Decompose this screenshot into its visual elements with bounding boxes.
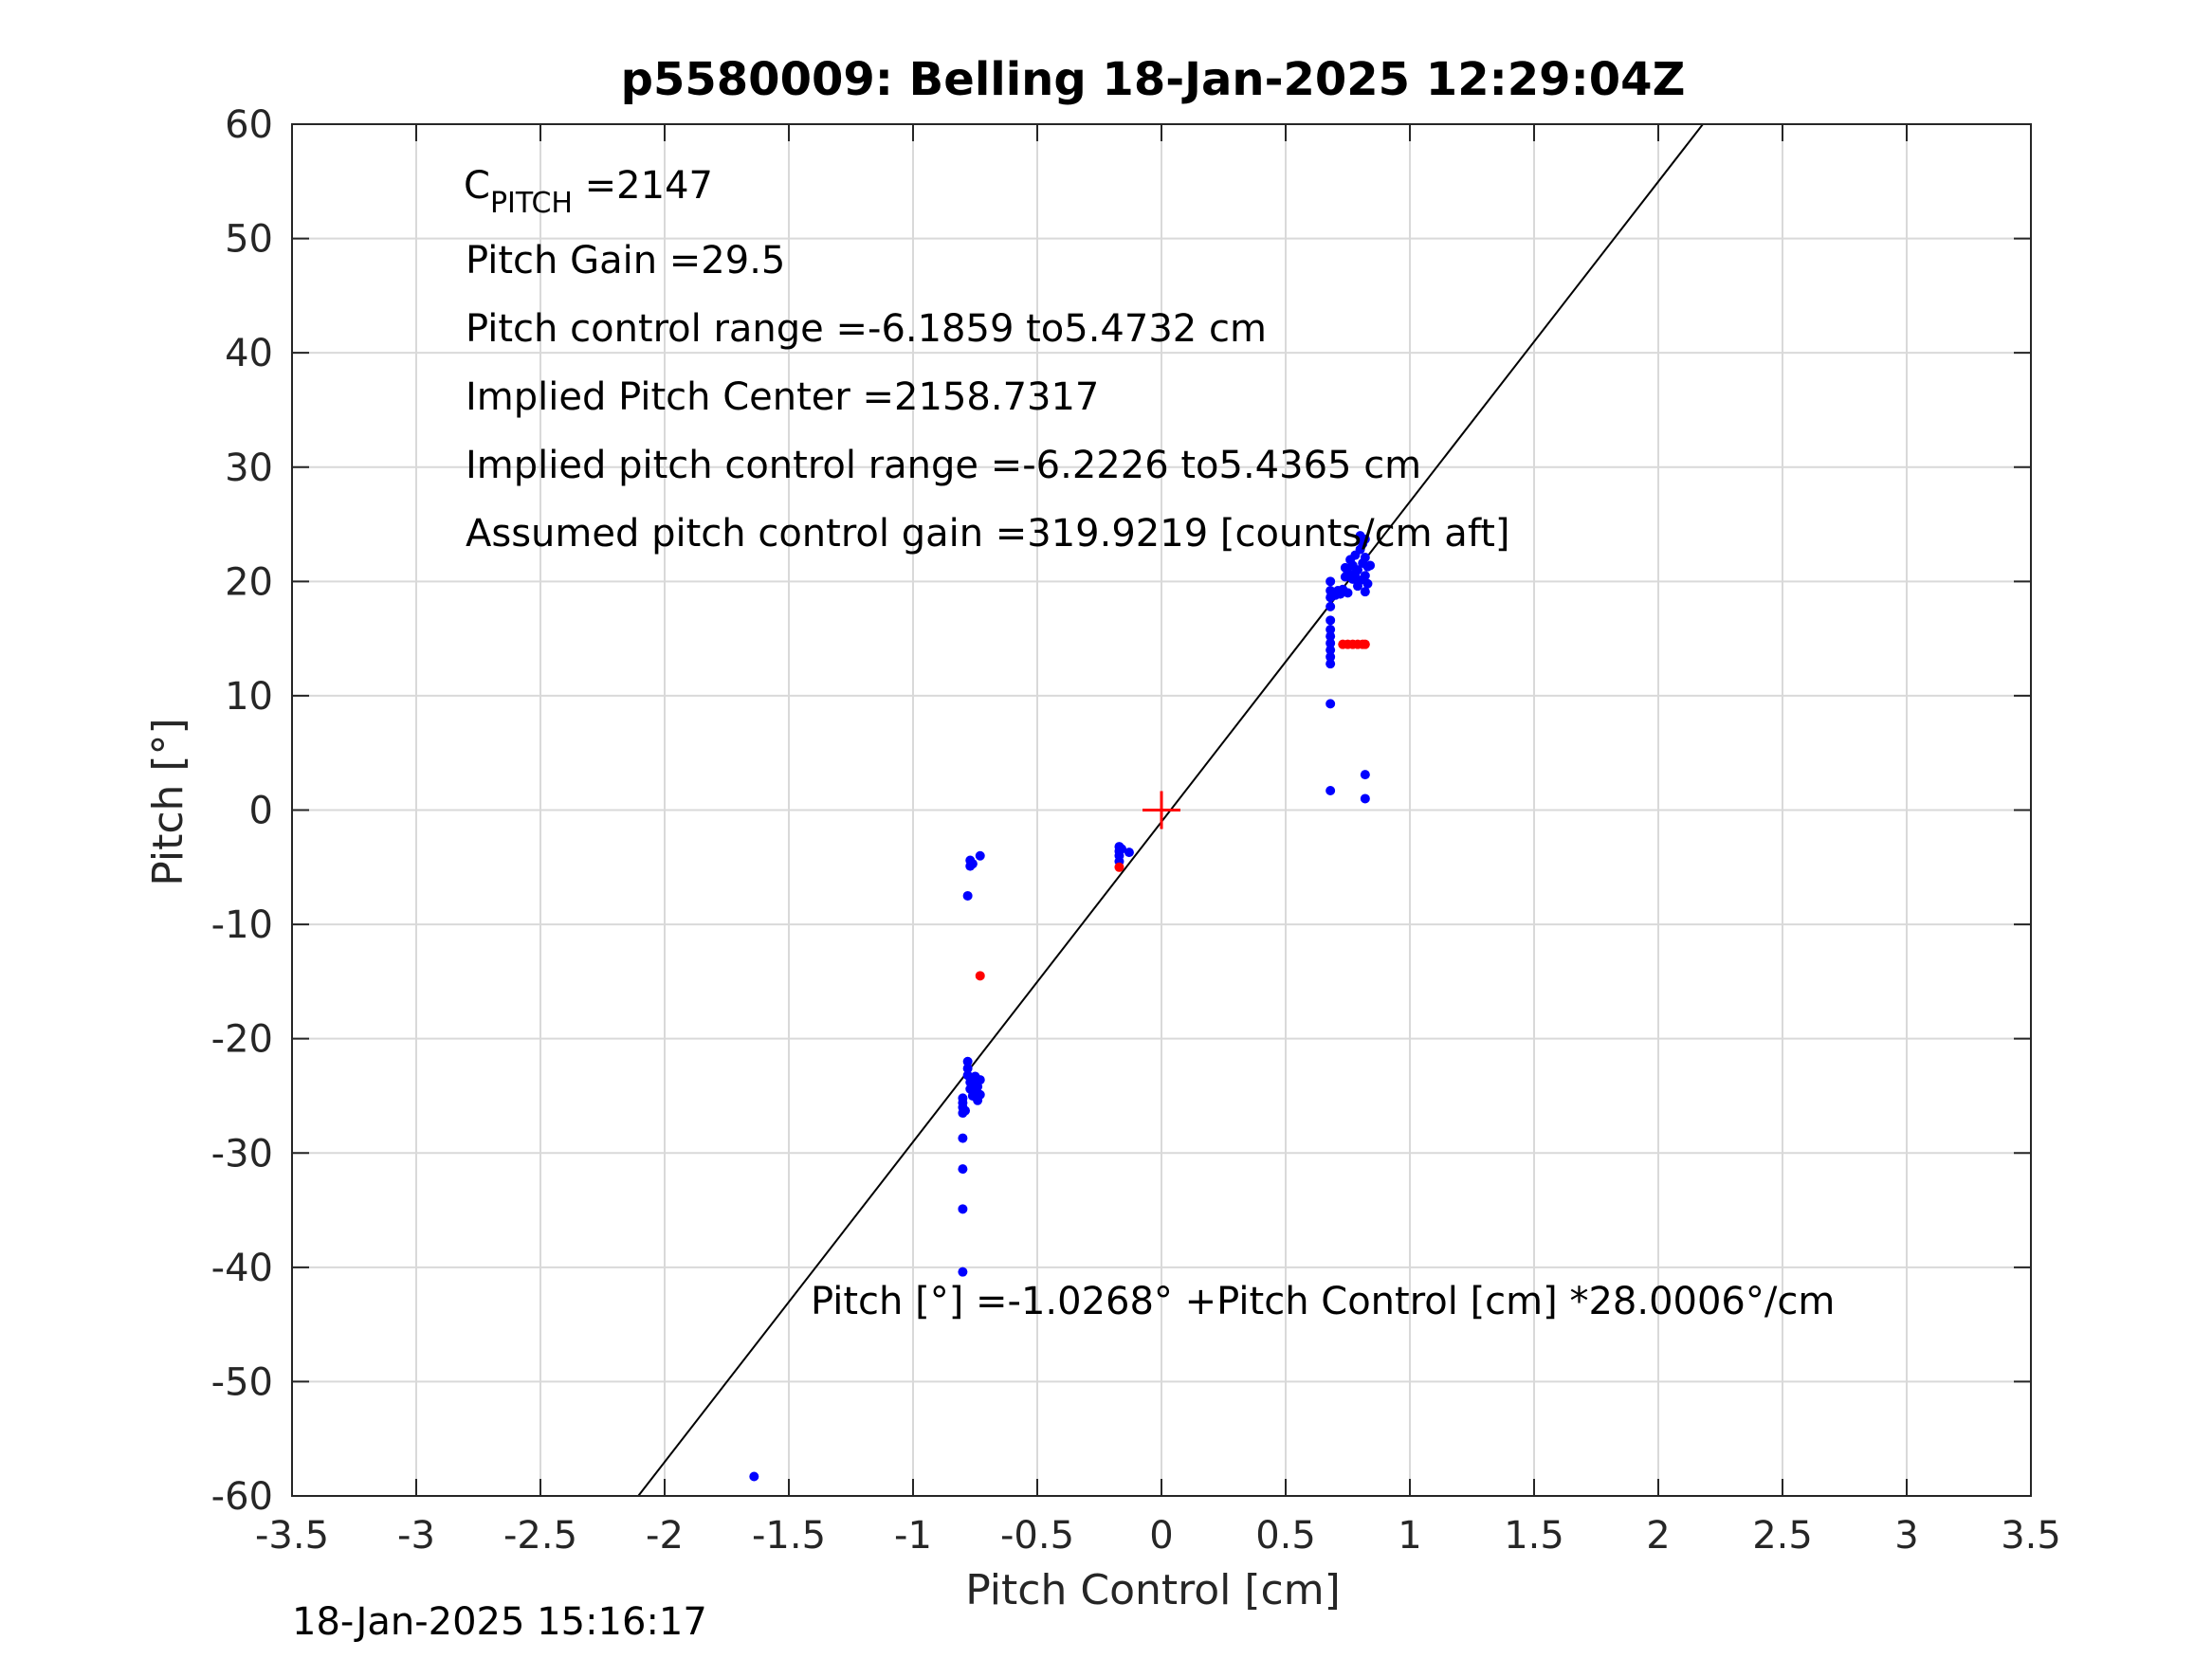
fit-equation-annotation: Pitch [°] =-1.0268° +Pitch Control [cm] … bbox=[811, 1280, 1835, 1323]
x-tick-label: -1.5 bbox=[752, 1514, 826, 1558]
data-point bbox=[1117, 844, 1127, 854]
x-tick-label: 2.5 bbox=[1752, 1514, 1813, 1558]
x-tick-label: -1 bbox=[894, 1514, 932, 1558]
x-tick-labels: -3.5 -3 -2.5 -2 -1.5 -1 -0.5 0 0.5 1 1.5 2 2.5 3 3.5 bbox=[255, 1514, 2061, 1558]
cpitch-value: =2147 bbox=[573, 164, 713, 208]
data-point bbox=[1343, 588, 1353, 598]
y-axis-label: Pitch [°] bbox=[144, 718, 192, 885]
data-points bbox=[749, 531, 1376, 1482]
y-tick-labels: -60 -50 -40 -30 -20 -10 0 10 20 30 40 50 60 bbox=[211, 103, 273, 1519]
pitch-control-range-annotation: Pitch control range =-6.1859 to5.4732 cm bbox=[466, 307, 1267, 351]
x-tick-label: 2 bbox=[1646, 1514, 1670, 1558]
center-marker-layer bbox=[1143, 791, 1180, 830]
annotation-block: CPITCH =2147 Pitch Gain =29.5 Pitch cont… bbox=[464, 164, 1835, 1323]
x-tick-label: 0.5 bbox=[1255, 1514, 1316, 1558]
plot-frame bbox=[291, 123, 2032, 1497]
x-tick-label: -2 bbox=[646, 1514, 684, 1558]
data-point bbox=[1360, 639, 1370, 649]
grid-lines bbox=[292, 124, 2031, 1496]
x-tick-label: -3.5 bbox=[255, 1514, 329, 1558]
data-point bbox=[1114, 862, 1124, 872]
data-point bbox=[1352, 565, 1362, 575]
data-point bbox=[1360, 793, 1370, 804]
implied-pitch-control-range-annotation: Implied pitch control range =-6.2226 to5… bbox=[466, 444, 1421, 487]
y-tick-label: 0 bbox=[249, 790, 273, 833]
x-tick-label: 3.5 bbox=[2001, 1514, 2061, 1558]
data-point bbox=[958, 1164, 968, 1175]
data-point bbox=[975, 850, 985, 861]
x-tick-label: 3 bbox=[1894, 1514, 1918, 1558]
data-point bbox=[958, 1093, 968, 1103]
data-point bbox=[958, 1267, 968, 1277]
x-tick-label: -3 bbox=[397, 1514, 435, 1558]
y-tick-label: -20 bbox=[211, 1018, 273, 1062]
data-point bbox=[1124, 848, 1134, 858]
x-tick-label: 1.5 bbox=[1504, 1514, 1564, 1558]
y-tick-label: 10 bbox=[225, 675, 273, 719]
cpitch-main: C bbox=[464, 164, 490, 208]
implied-pitch-center-annotation: Implied Pitch Center =2158.7317 bbox=[466, 375, 1099, 419]
y-tick-label: -50 bbox=[211, 1360, 273, 1404]
y-tick-label: 20 bbox=[225, 560, 273, 604]
data-point bbox=[1360, 770, 1370, 780]
x-tick-label: 1 bbox=[1398, 1514, 1421, 1558]
y-tick-label: 50 bbox=[225, 218, 273, 262]
cpitch-subscript: PITCH bbox=[490, 187, 573, 220]
data-point bbox=[1325, 601, 1336, 611]
data-point bbox=[1360, 553, 1370, 563]
data-point bbox=[975, 1075, 985, 1085]
data-point bbox=[1362, 578, 1373, 589]
y-tick-label: -60 bbox=[211, 1475, 273, 1519]
x-tick-label: -0.5 bbox=[1000, 1514, 1074, 1558]
data-point bbox=[962, 1064, 973, 1074]
data-point bbox=[1325, 786, 1336, 796]
footer-timestamp: 18-Jan-2025 15:16:17 bbox=[292, 1600, 707, 1644]
y-tick-label: -30 bbox=[211, 1132, 273, 1176]
data-point bbox=[975, 971, 985, 981]
data-point bbox=[958, 1204, 968, 1214]
data-point bbox=[962, 1056, 973, 1066]
y-tick-label: -40 bbox=[211, 1247, 273, 1290]
y-tick-label: 40 bbox=[225, 332, 273, 375]
pitch-gain-annotation: Pitch Gain =29.5 bbox=[466, 239, 785, 283]
data-point bbox=[1325, 615, 1336, 626]
chart-title: p5580009: Belling 18-Jan-2025 12:29:04Z bbox=[621, 53, 1686, 106]
data-point bbox=[1325, 638, 1336, 648]
data-point bbox=[749, 1471, 759, 1482]
y-tick-label: 30 bbox=[225, 447, 273, 490]
data-point bbox=[1325, 651, 1336, 662]
data-point bbox=[1343, 567, 1353, 577]
cpitch-annotation: CPITCH =2147 bbox=[464, 164, 713, 220]
data-point bbox=[1360, 571, 1370, 581]
data-point bbox=[1325, 631, 1336, 642]
data-point bbox=[1325, 645, 1336, 655]
y-tick-label: 60 bbox=[225, 103, 273, 147]
data-point bbox=[1360, 587, 1370, 597]
data-point bbox=[1365, 560, 1376, 571]
data-point bbox=[1325, 699, 1336, 709]
data-point bbox=[958, 1133, 968, 1143]
data-point bbox=[967, 859, 978, 869]
x-axis-label: Pitch Control [cm] bbox=[965, 1566, 1341, 1614]
y-tick-label: -10 bbox=[211, 903, 273, 947]
data-point bbox=[1325, 659, 1336, 669]
x-tick-label: 0 bbox=[1149, 1514, 1173, 1558]
data-point bbox=[1325, 624, 1336, 634]
data-point bbox=[960, 1105, 971, 1116]
data-point bbox=[975, 1089, 985, 1100]
data-point bbox=[1325, 576, 1336, 587]
data-point bbox=[962, 890, 973, 901]
x-tick-label: -2.5 bbox=[503, 1514, 577, 1558]
assumed-pitch-control-gain-annotation: Assumed pitch control gain =319.9219 [co… bbox=[466, 512, 1509, 556]
data-point bbox=[1355, 531, 1365, 541]
